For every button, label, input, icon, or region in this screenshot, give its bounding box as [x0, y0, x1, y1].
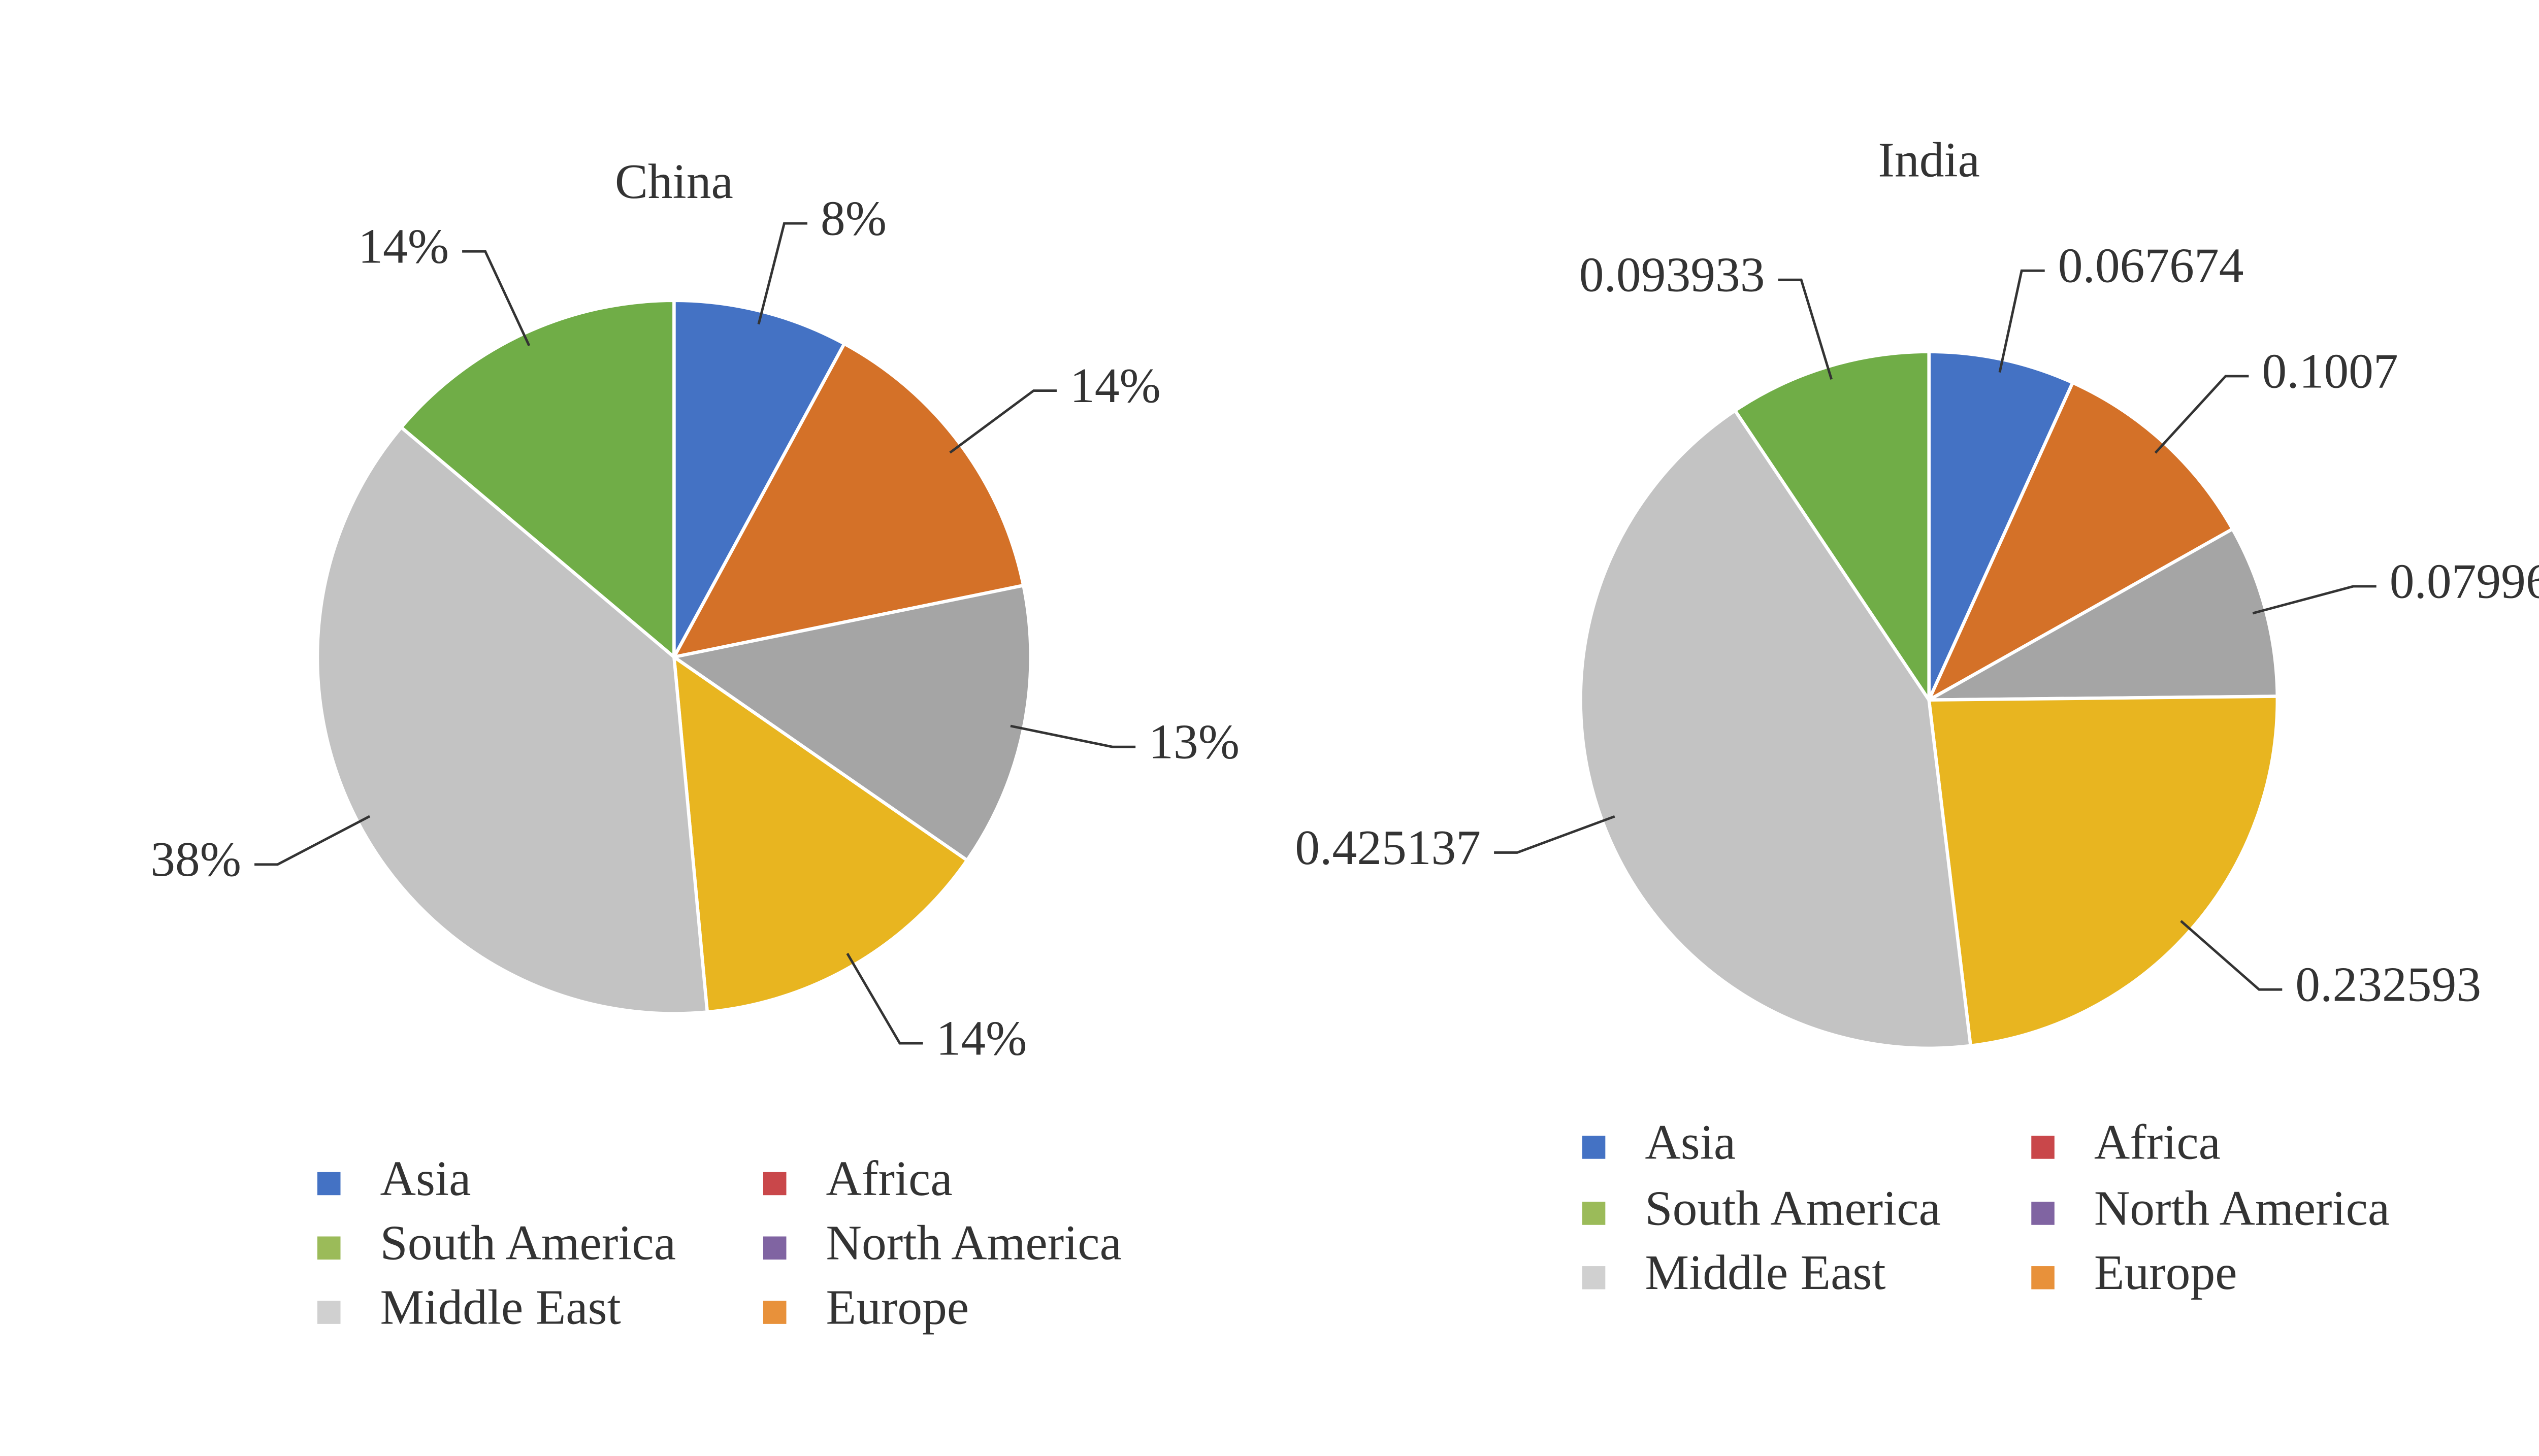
legend-label: Asia	[380, 1151, 471, 1206]
legend-swatch	[317, 1172, 341, 1196]
leader-line	[1998, 269, 2045, 373]
legend-label: Africa	[2094, 1115, 2221, 1170]
leader-line	[1778, 278, 1833, 380]
legend-swatch	[1582, 1266, 1606, 1289]
data-label: 14%	[1070, 358, 1161, 413]
legend-label: Middle East	[380, 1280, 621, 1335]
chart-title: India	[1878, 133, 1979, 188]
legend-label: Europe	[2094, 1245, 2237, 1300]
data-label: 13%	[1149, 715, 1240, 770]
legend-swatch	[2031, 1136, 2055, 1159]
data-label: 14%	[358, 219, 449, 274]
leader-line	[1494, 815, 1615, 854]
data-label: 0.093933	[1579, 248, 1765, 303]
legend-label: Africa	[826, 1151, 953, 1206]
data-label: 0.079964	[2390, 554, 2539, 609]
leader-line	[462, 250, 531, 346]
legend-swatch	[763, 1301, 787, 1324]
chart-title: China	[615, 154, 733, 209]
legend-swatch	[317, 1301, 341, 1324]
legend-label: South America	[1645, 1181, 1940, 1236]
legend-label: Middle East	[1645, 1245, 1885, 1300]
leader-line	[757, 222, 807, 325]
leader-line	[2252, 585, 2377, 615]
leader-line	[254, 815, 371, 866]
legend-swatch	[2031, 1202, 2055, 1225]
legend-swatch	[1582, 1136, 1606, 1159]
data-label: 0.425137	[1295, 820, 1481, 875]
legend-label: Europe	[826, 1280, 969, 1335]
legend-label: North America	[2094, 1181, 2390, 1236]
data-label: 14%	[936, 1011, 1027, 1066]
legend-label: South America	[380, 1216, 676, 1271]
leader-line	[949, 389, 1057, 454]
legend-swatch	[1582, 1202, 1606, 1225]
leader-line	[846, 952, 923, 1045]
data-label: 0.067674	[2058, 239, 2244, 293]
legend-swatch	[763, 1236, 787, 1260]
leader-line	[2154, 375, 2249, 454]
data-label: 0.232593	[2295, 957, 2481, 1012]
legend-swatch	[763, 1172, 787, 1196]
data-label: 8%	[821, 191, 887, 246]
leader-line	[2180, 920, 2283, 991]
leader-line	[1010, 724, 1136, 748]
legend-label: Asia	[1645, 1115, 1736, 1170]
data-label: 38%	[150, 832, 241, 887]
data-label: 0.1007	[2262, 344, 2398, 399]
legend-label: North America	[826, 1216, 1122, 1271]
legend-swatch	[2031, 1266, 2055, 1289]
pie-slice	[1927, 694, 2279, 1048]
legend-swatch	[317, 1236, 341, 1260]
